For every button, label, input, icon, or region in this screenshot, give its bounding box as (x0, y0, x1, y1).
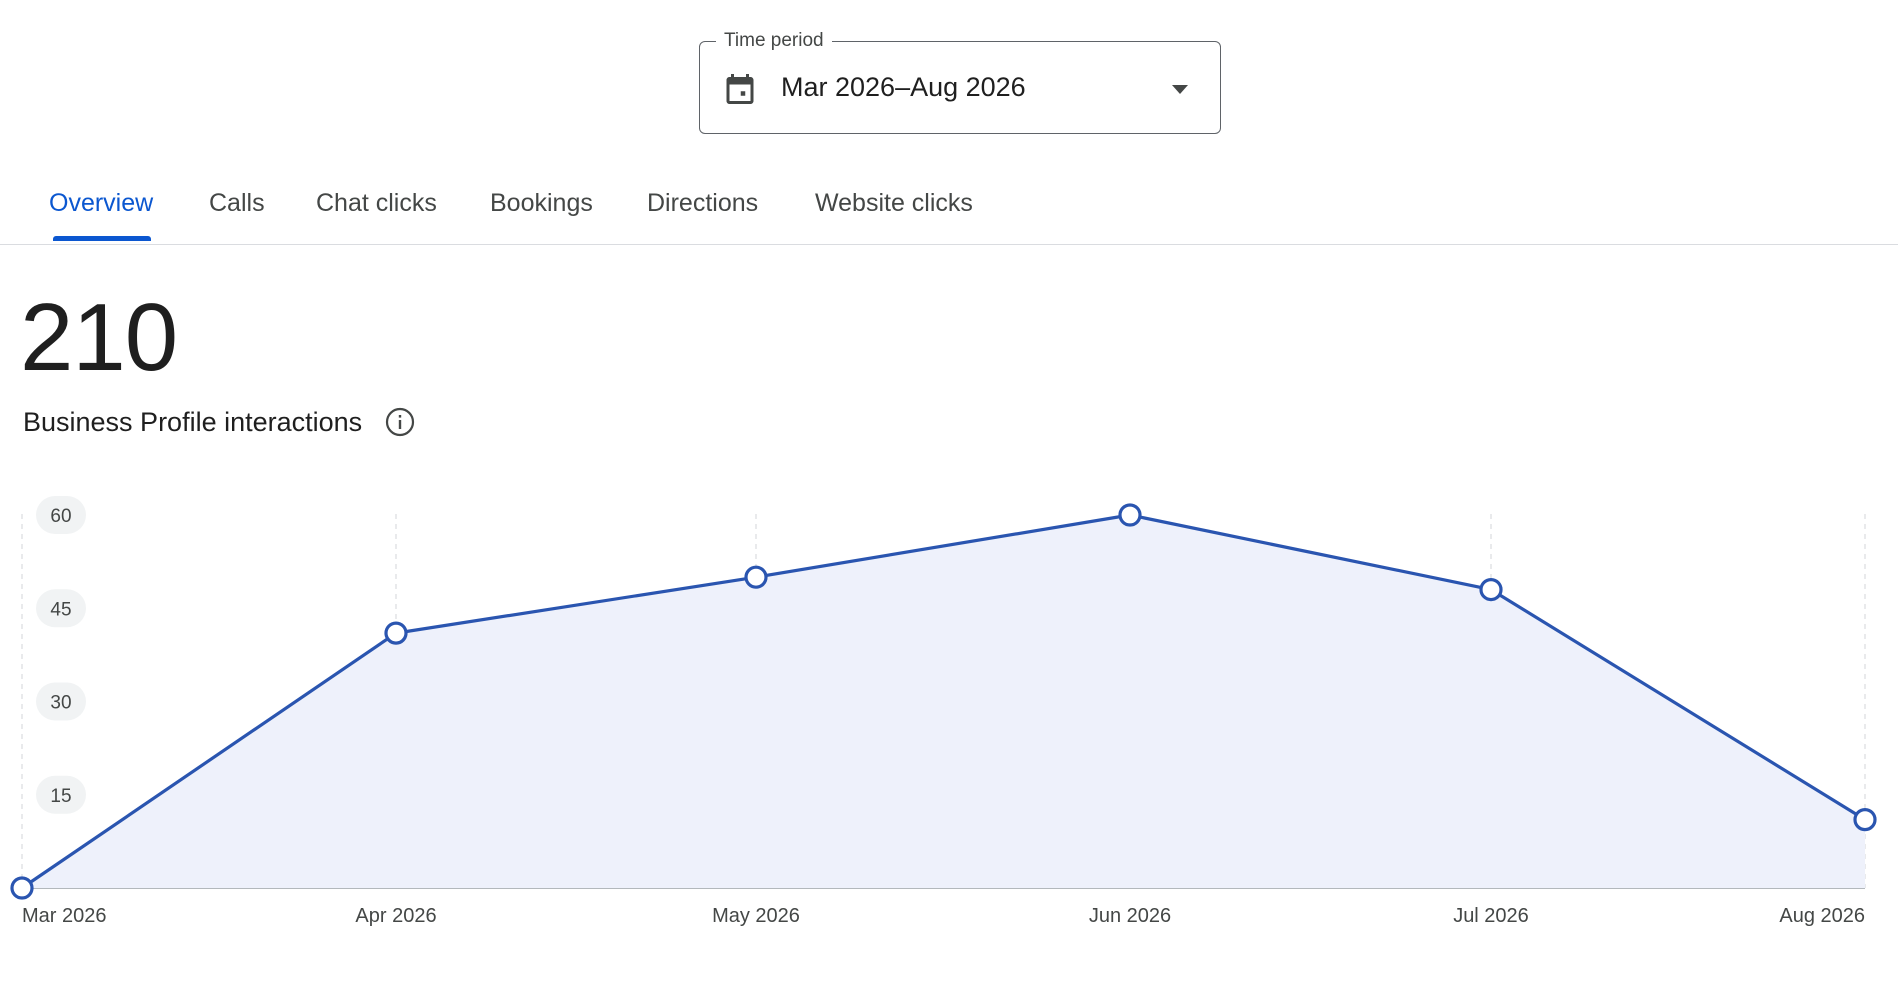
calendar-icon (726, 74, 754, 104)
data-point-0 (10, 876, 34, 900)
x-tick-label-3: Jun 2026 (1089, 905, 1171, 927)
tab-calls[interactable]: Calls (209, 189, 265, 217)
time-period-legend: Time period (716, 29, 832, 53)
total-interactions-value: 210 (20, 284, 178, 391)
tab-directions[interactable]: Directions (647, 189, 759, 217)
tab-chat-clicks[interactable]: Chat clicks (316, 189, 437, 217)
y-tick-label-15: 15 (50, 786, 71, 807)
y-tick-label-30: 30 (50, 693, 71, 714)
x-tick-label-0: Mar 2026 (22, 905, 107, 927)
data-point-4 (1479, 577, 1503, 602)
active-tab-indicator (53, 236, 151, 241)
time-period-select[interactable]: Time period Mar 2026–Aug 2026 (699, 29, 1221, 134)
time-period-value: Mar 2026–Aug 2026 (781, 72, 1026, 102)
info-icon[interactable] (384, 406, 416, 438)
data-point-3 (1118, 503, 1142, 527)
x-tick-label-1: Apr 2026 (355, 905, 436, 927)
data-point-2 (744, 565, 768, 589)
data-point-5 (1853, 808, 1877, 832)
y-tick-pill-60 (36, 496, 86, 534)
y-tick-pill-30 (36, 682, 86, 721)
interactions-chart: 15 30 45 60 Mar 2026 Apr 2026 May 2026 Jun 2026… (10, 496, 1877, 927)
tab-overview[interactable]: Overview (49, 189, 154, 217)
metric-label: Business Profile interactions (23, 407, 363, 437)
y-tick-pill-15 (36, 775, 86, 814)
x-tick-label-2: May 2026 (712, 905, 800, 927)
x-tick-label-4: Jul 2026 (1453, 905, 1529, 927)
y-tick-label-60: 60 (50, 506, 71, 527)
series-area (22, 515, 1865, 888)
data-point-1 (384, 621, 408, 645)
series-line (21, 513, 1866, 890)
dropdown-arrow-icon[interactable] (1170, 84, 1190, 96)
tab-bookings[interactable]: Bookings (490, 189, 593, 217)
x-tick-label-5: Aug 2026 (1779, 905, 1865, 927)
tab-website-clicks[interactable]: Website clicks (815, 189, 973, 217)
y-tick-pill-45 (36, 589, 86, 628)
tab-bar: Overview Calls Chat clicks Bookings Dire… (0, 180, 1898, 245)
y-tick-label-45: 45 (50, 599, 71, 620)
